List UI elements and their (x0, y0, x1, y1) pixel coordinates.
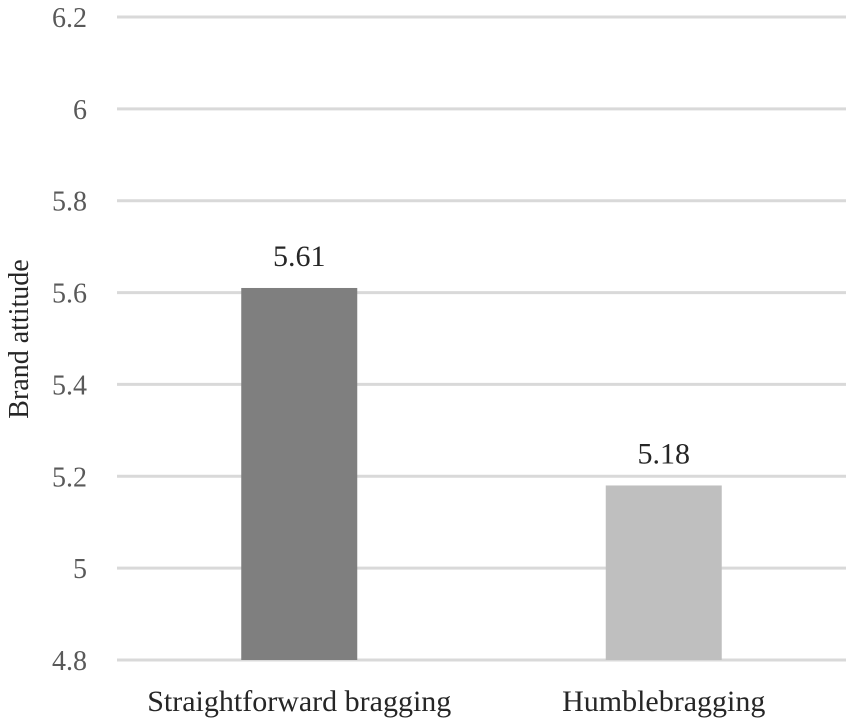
y-tick-label: 5.8 (52, 187, 87, 218)
x-category-label: Humblebragging (562, 685, 765, 718)
y-tick-label: 4.8 (52, 646, 87, 677)
y-tick-label: 5.2 (52, 462, 87, 493)
bar (241, 287, 358, 660)
bars (241, 287, 722, 660)
x-axis-category-labels: Straightforward bragging Humblebragging (147, 685, 765, 718)
x-category-label: Straightforward bragging (147, 685, 451, 718)
data-label: 5.61 (273, 240, 326, 273)
data-labels: 5.61 5.18 (273, 240, 690, 470)
y-tick-label: 5.6 (52, 279, 87, 310)
y-axis-ticks: 4.8 5 5.2 5.4 5.6 5.8 6 6.2 (52, 3, 87, 677)
gridlines (117, 15, 846, 662)
y-axis-title: Brand attitude (4, 259, 35, 418)
y-tick-label: 6 (73, 95, 87, 126)
y-tick-label: 5 (73, 554, 87, 585)
y-tick-label: 6.2 (52, 3, 87, 34)
data-label: 5.18 (638, 437, 691, 470)
bar (605, 485, 722, 660)
y-tick-label: 5.4 (52, 370, 87, 401)
